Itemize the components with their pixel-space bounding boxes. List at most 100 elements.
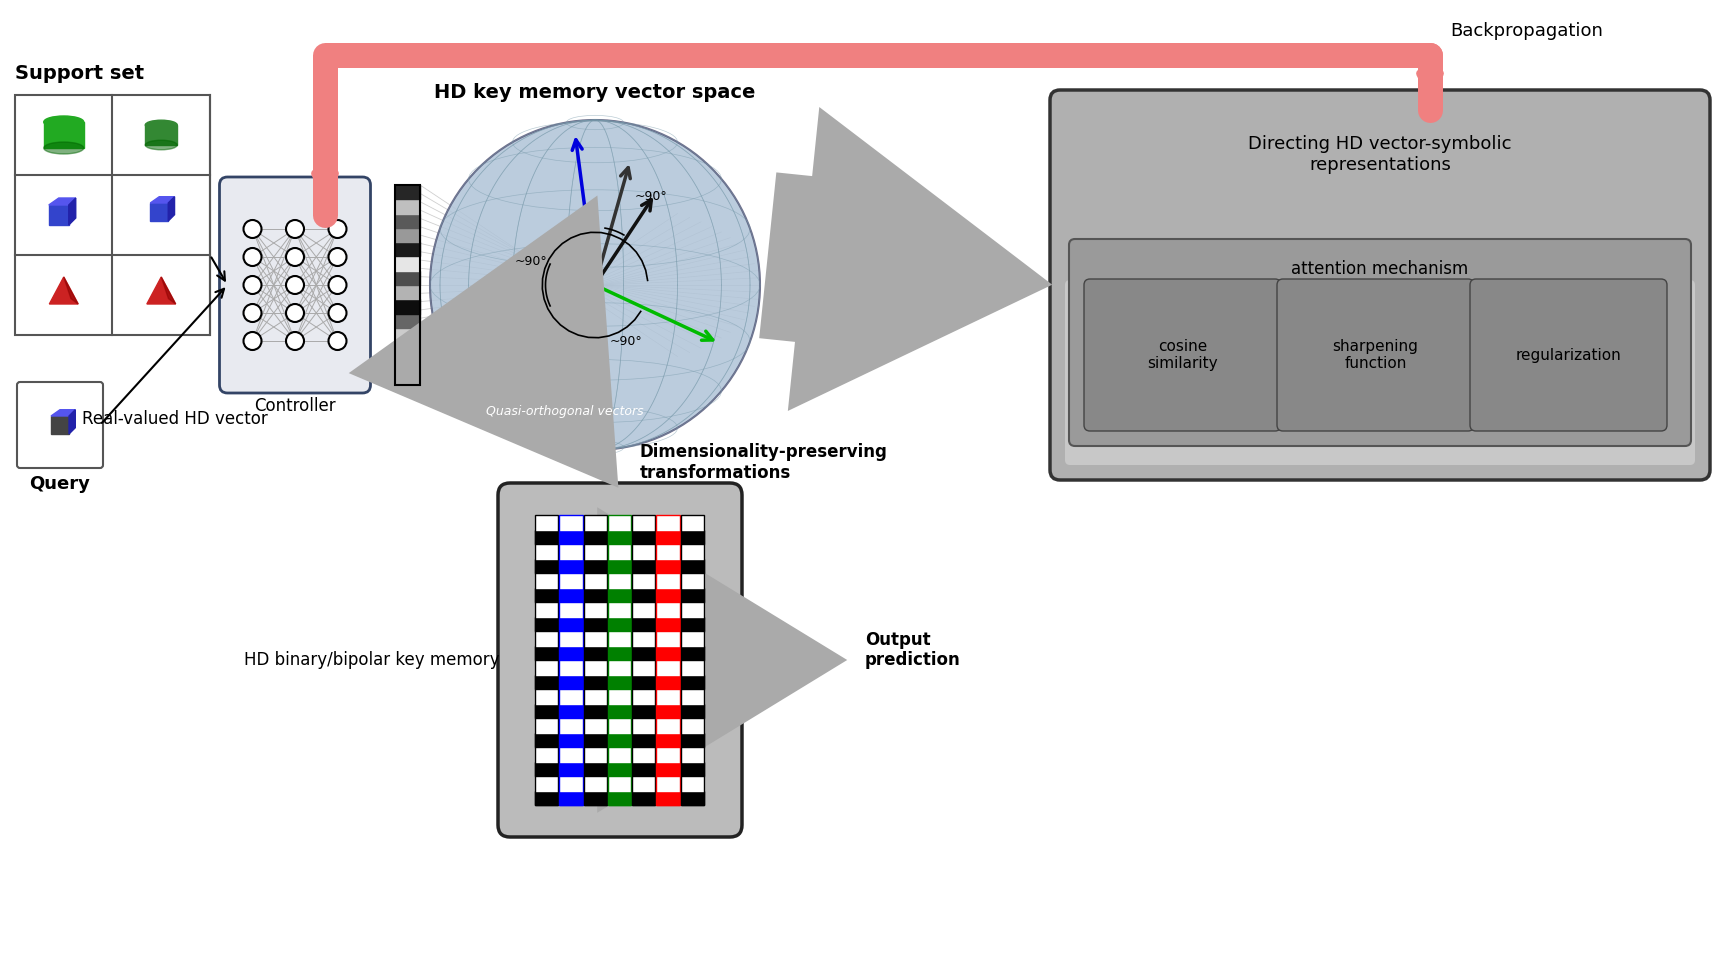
Circle shape <box>329 220 346 238</box>
Circle shape <box>285 220 304 238</box>
Bar <box>680 573 704 588</box>
Bar <box>680 733 704 747</box>
Circle shape <box>285 304 304 322</box>
Text: sharpening
function: sharpening function <box>1332 339 1417 372</box>
Bar <box>607 748 631 761</box>
Text: Controller: Controller <box>254 397 336 415</box>
Bar <box>607 690 631 703</box>
FancyBboxPatch shape <box>1069 239 1690 446</box>
Polygon shape <box>50 277 78 304</box>
Bar <box>631 515 656 805</box>
Bar <box>583 646 607 660</box>
Bar <box>656 704 680 718</box>
Bar <box>559 762 583 776</box>
Text: cosine
similarity: cosine similarity <box>1147 339 1218 372</box>
Bar <box>535 748 559 761</box>
Bar <box>535 791 559 805</box>
Circle shape <box>285 248 304 266</box>
Bar <box>631 631 656 646</box>
Bar <box>607 530 631 544</box>
Bar <box>607 559 631 573</box>
Text: Dimensionality-preserving
transformations: Dimensionality-preserving transformation… <box>640 443 887 482</box>
Bar <box>656 602 680 617</box>
Bar <box>607 646 631 660</box>
Bar <box>631 573 656 588</box>
Bar <box>656 719 680 732</box>
Bar <box>559 602 583 617</box>
Polygon shape <box>69 410 76 434</box>
Bar <box>583 762 607 776</box>
Bar <box>394 314 420 328</box>
Bar <box>583 515 607 805</box>
Bar <box>583 733 607 747</box>
Text: Output
prediction: Output prediction <box>865 630 960 670</box>
Bar <box>656 515 680 530</box>
Bar <box>656 646 680 660</box>
Circle shape <box>285 276 304 294</box>
Bar <box>631 675 656 689</box>
Bar <box>394 200 420 213</box>
Bar <box>583 617 607 631</box>
Bar <box>680 588 704 602</box>
Circle shape <box>329 332 346 350</box>
Bar <box>535 515 559 805</box>
Bar <box>656 791 680 805</box>
Bar <box>656 544 680 559</box>
Bar <box>535 719 559 732</box>
Bar <box>607 660 631 675</box>
Bar <box>559 791 583 805</box>
Bar <box>583 573 607 588</box>
Bar <box>559 530 583 544</box>
Bar <box>394 285 420 299</box>
Bar <box>559 559 583 573</box>
Bar <box>583 777 607 790</box>
Bar <box>631 602 656 617</box>
Bar <box>583 719 607 732</box>
Bar <box>656 690 680 703</box>
Bar <box>535 602 559 617</box>
Polygon shape <box>151 203 168 221</box>
Bar <box>680 719 704 732</box>
Bar <box>656 762 680 776</box>
Bar <box>631 544 656 559</box>
Bar <box>656 573 680 588</box>
Bar <box>631 762 656 776</box>
Bar <box>394 328 420 343</box>
Bar <box>631 588 656 602</box>
FancyBboxPatch shape <box>220 177 370 393</box>
Bar <box>680 762 704 776</box>
Bar <box>394 299 420 314</box>
Bar <box>583 631 607 646</box>
Bar <box>559 733 583 747</box>
Text: Directing HD vector-symbolic
representations: Directing HD vector-symbolic representat… <box>1247 135 1510 174</box>
Bar <box>680 631 704 646</box>
Bar <box>680 660 704 675</box>
Bar <box>535 588 559 602</box>
Bar <box>394 356 420 371</box>
Bar <box>680 602 704 617</box>
Bar <box>535 733 559 747</box>
Bar <box>631 690 656 703</box>
Bar <box>656 530 680 544</box>
Bar <box>535 777 559 790</box>
Text: ~90°: ~90° <box>516 255 547 268</box>
Bar <box>607 791 631 805</box>
Polygon shape <box>147 277 175 304</box>
Bar <box>680 544 704 559</box>
Bar <box>559 631 583 646</box>
Ellipse shape <box>145 140 176 150</box>
Bar <box>559 690 583 703</box>
Bar <box>583 660 607 675</box>
Bar <box>583 530 607 544</box>
Bar <box>631 791 656 805</box>
Bar <box>607 675 631 689</box>
Bar <box>583 544 607 559</box>
Bar <box>631 530 656 544</box>
Bar <box>394 271 420 285</box>
Bar <box>583 515 607 530</box>
Bar <box>631 748 656 761</box>
Polygon shape <box>161 277 175 304</box>
Bar <box>583 704 607 718</box>
Polygon shape <box>69 198 76 225</box>
Text: ~90°: ~90° <box>609 335 642 348</box>
